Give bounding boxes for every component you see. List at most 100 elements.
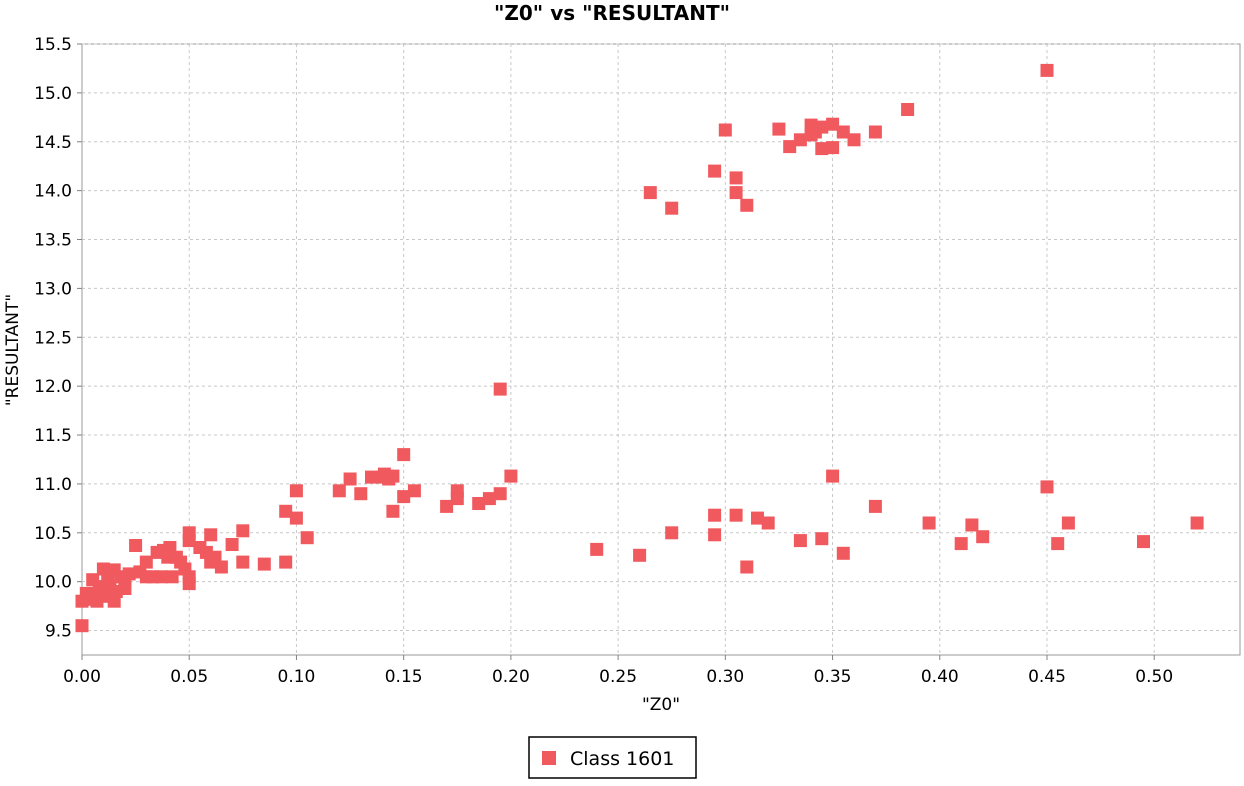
data-point: [815, 120, 829, 134]
data-point: [182, 577, 196, 591]
data-point: [450, 492, 464, 506]
data-point: [729, 508, 743, 522]
data-point: [761, 516, 775, 530]
data-point: [665, 526, 679, 540]
legend-box: [528, 736, 697, 779]
data-point: [826, 141, 840, 155]
data-point: [868, 125, 882, 139]
data-point: [407, 484, 421, 498]
data-point: [343, 472, 357, 486]
data-point: [847, 133, 861, 147]
data-point: [225, 538, 239, 551]
data-point: [472, 497, 486, 510]
data-point: [708, 508, 722, 522]
axis-ticks: 0.00 0.05 0.10 0.15 0.20 0.25 0.30 0.35 0.40 0.45…: [34, 35, 1173, 687]
data-point: [354, 487, 368, 501]
y-tick-label: 10.5: [34, 524, 72, 544]
y-tick-label: 13.0: [34, 279, 72, 299]
data-point: [793, 133, 807, 147]
data-point: [129, 539, 143, 552]
data-point: [236, 524, 250, 538]
data-point: [236, 555, 250, 569]
y-tick-label: 14.5: [34, 133, 72, 153]
data-point: [868, 499, 882, 513]
y-tick-label: 11.5: [34, 426, 72, 446]
y-axis-label: "RESULTANT": [3, 294, 23, 406]
data-point: [826, 469, 840, 483]
data-point: [836, 125, 850, 139]
data-point: [182, 534, 196, 548]
y-tick-label: 12.0: [34, 377, 72, 397]
data-point: [976, 530, 990, 544]
legend-swatch: [542, 751, 556, 765]
data-point: [139, 555, 153, 569]
x-tick-label: 0.35: [814, 667, 852, 687]
x-tick-label: 0.50: [1135, 667, 1173, 687]
y-tick-label: 10.0: [34, 573, 72, 593]
x-tick-label: 0.30: [706, 667, 744, 687]
data-point: [122, 567, 136, 581]
data-point: [386, 469, 400, 483]
data-point: [214, 560, 228, 574]
y-tick-label: 9.5: [45, 622, 72, 642]
data-point: [708, 528, 722, 542]
x-tick-label: 0.10: [278, 667, 316, 687]
data-point: [279, 555, 293, 569]
data-point: [300, 531, 314, 545]
data-point: [75, 619, 89, 633]
data-point: [729, 186, 743, 200]
data-point: [965, 518, 979, 532]
y-tick-label: 11.0: [34, 475, 72, 495]
data-point: [633, 548, 647, 562]
legend: Class 1601: [528, 736, 697, 779]
y-tick-label: 12.5: [34, 328, 72, 348]
data-point: [1061, 516, 1075, 530]
data-point: [901, 103, 915, 116]
data-point: [154, 570, 168, 584]
data-point: [165, 570, 179, 584]
data-point: [1051, 537, 1065, 551]
data-point: [482, 492, 496, 506]
data-point: [793, 534, 807, 548]
data-point: [665, 201, 679, 215]
legend-label: Class 1601: [570, 748, 674, 770]
x-tick-label: 0.25: [599, 667, 637, 687]
data-points: [75, 63, 1204, 633]
data-point: [493, 382, 507, 396]
data-point: [826, 117, 840, 131]
data-point: [1137, 535, 1150, 549]
data-point: [1040, 63, 1054, 77]
data-point: [397, 490, 411, 504]
data-point: [815, 532, 829, 546]
data-point: [386, 504, 400, 518]
chart-title: "Z0" vs "RESULTANT": [494, 1, 730, 25]
x-axis-label: "Z0": [642, 695, 680, 715]
data-point: [590, 542, 604, 556]
data-point: [289, 511, 303, 525]
data-point: [504, 469, 518, 483]
data-point: [729, 171, 743, 185]
data-point: [96, 562, 110, 576]
data-point: [922, 516, 936, 530]
x-tick-label: 0.20: [492, 667, 530, 687]
x-tick-label: 0.05: [170, 667, 208, 687]
data-point: [751, 511, 764, 525]
data-point: [257, 557, 271, 571]
data-point: [204, 528, 218, 542]
data-point: [493, 487, 507, 501]
data-point: [772, 122, 786, 136]
y-tick-label: 15.0: [34, 84, 72, 104]
data-point: [118, 582, 132, 595]
data-point: [836, 546, 850, 560]
data-point: [440, 499, 454, 513]
y-tick-label: 13.5: [34, 231, 72, 251]
x-tick-label: 0.15: [385, 667, 423, 687]
data-point: [718, 123, 732, 137]
data-point: [740, 560, 754, 574]
x-tick-label: 0.45: [1028, 667, 1066, 687]
y-tick-label: 14.0: [34, 182, 72, 202]
y-tick-label: 15.5: [34, 35, 72, 55]
data-point: [332, 484, 346, 498]
data-point: [815, 142, 829, 156]
